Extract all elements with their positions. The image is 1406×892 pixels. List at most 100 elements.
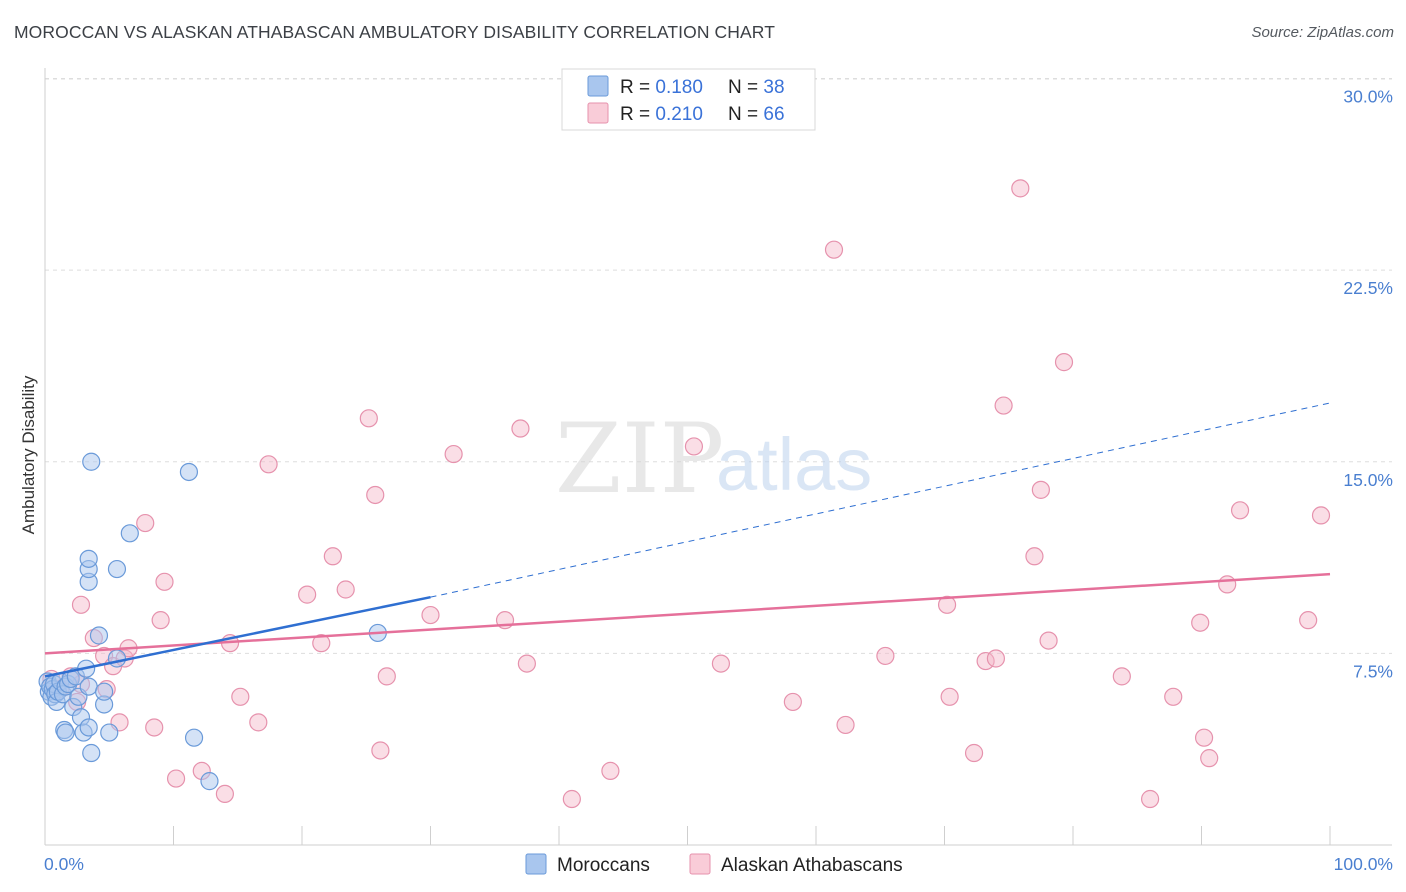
alaskan-point-30 (377, 667, 396, 686)
alaskan-point-21 (249, 713, 268, 732)
trend-lines (44, 402, 1331, 678)
legend-n-label-1: N = (728, 77, 763, 98)
moroccan-point-32 (100, 723, 119, 742)
alaskan-point-51 (1031, 480, 1050, 499)
alaskan-point-58 (1194, 728, 1214, 747)
moroccan-point-24 (79, 549, 98, 568)
alaskan-point-35 (517, 654, 536, 673)
alaskan-point-16 (166, 769, 186, 788)
alaskan-point-47 (986, 649, 1006, 668)
moroccan-point-37 (184, 728, 204, 747)
bottom-legend-alaskan: Alaskan Athabascans (721, 855, 903, 876)
x-axis-ticks (44, 826, 1331, 845)
alaskan-point-22 (259, 455, 278, 474)
moroccan-trend-line (44, 595, 431, 678)
moroccan-point-34 (107, 559, 127, 579)
y-tick-label-3: 30.0% (1343, 87, 1393, 107)
moroccan-point-31 (95, 682, 114, 701)
legend-n-value-2: 66 (763, 104, 784, 125)
alaskan-point-50 (1025, 547, 1044, 566)
alaskan-trend-line (44, 572, 1331, 655)
legend-swatch-moroccans (587, 75, 609, 97)
alaskan-point-36 (562, 789, 581, 809)
alaskan-point-28 (366, 485, 385, 505)
moroccan-point-21 (82, 452, 101, 471)
moroccan-point-35 (120, 524, 139, 543)
alaskan-point-32 (444, 444, 463, 464)
alaskan-point-34 (511, 419, 530, 438)
watermark: ZIP atlas (555, 403, 872, 515)
legend-r-label-2: R = (620, 104, 655, 125)
alaskan-point-23 (298, 585, 317, 604)
bottom-legend-moroccans: Moroccans (557, 855, 650, 876)
alaskan-point-4 (71, 595, 91, 614)
gridlines (45, 78, 1392, 654)
alaskan-point-25 (323, 547, 342, 566)
alaskan-point-55 (1140, 789, 1160, 809)
x-tick-label-min: 0.0% (44, 854, 84, 874)
alaskan-point-24 (312, 634, 331, 653)
legend-r-value-2: 0.210 (655, 104, 703, 125)
alaskan-point-39 (783, 692, 802, 712)
alaskan-point-52 (1039, 631, 1058, 650)
alaskan-point-13 (145, 718, 164, 737)
alaskan-point-62 (1299, 611, 1318, 630)
moroccan-point-28 (82, 743, 101, 763)
alaskan-point-41 (836, 715, 855, 735)
alaskan-point-40 (824, 240, 844, 259)
alaskan-point-56 (1164, 687, 1183, 706)
moroccan-point-30 (89, 626, 109, 645)
alaskan-point-49 (1011, 179, 1030, 198)
alaskan-point-12 (136, 513, 155, 533)
alaskan-point-63 (1311, 506, 1331, 525)
legend-r-label-1: R = (620, 77, 655, 98)
y-tick-label-2: 22.5% (1343, 278, 1393, 298)
source-credit: Source: ZipAtlas.com (1251, 24, 1394, 41)
alaskan-point-57 (1191, 613, 1210, 632)
y-axis-label: Ambulatory Disability (19, 375, 38, 534)
alaskan-point-48 (994, 396, 1013, 415)
y-tick-labels: 7.5% 15.0% 22.5% 30.0% (1343, 87, 1393, 682)
bottom-legend-swatch-moroccans (525, 853, 547, 875)
moroccan-point-25 (79, 677, 98, 696)
legend-r-value-1: 0.180 (655, 77, 703, 98)
alaskan-point-31 (421, 605, 440, 625)
legend-n-label-2: N = (728, 104, 763, 125)
watermark-atlas: atlas (716, 423, 872, 506)
correlation-legend: R = 0.180 N = 38 R = 0.210 N = 66 (561, 68, 816, 131)
y-tick-label-1: 15.0% (1343, 470, 1393, 490)
bottom-legend-swatch-alaskan (689, 853, 711, 875)
alaskan-point-59 (1200, 749, 1219, 768)
legend-n-value-1: 38 (763, 77, 784, 98)
alaskan-point-37 (684, 437, 704, 456)
alaskan-point-27 (359, 409, 378, 428)
legend-row-2: R = 0.210 (620, 104, 703, 125)
alaskan-point-29 (371, 741, 390, 760)
moroccan-point-38 (200, 772, 219, 791)
moroccan-point-33 (107, 649, 127, 668)
alaskan-point-20 (231, 687, 250, 706)
alaskan-point-65 (601, 761, 620, 781)
moroccan-point-36 (179, 462, 199, 482)
alaskan-point-15 (155, 572, 174, 591)
alaskan-point-18 (215, 784, 234, 804)
x-tick-label-max: 100.0% (1334, 854, 1393, 874)
alaskan-point-43 (937, 595, 957, 614)
alaskan-point-14 (151, 611, 170, 630)
alaskan-point-53 (1054, 353, 1074, 372)
alaskan-point-26 (336, 580, 355, 599)
moroccan-point-27 (56, 723, 75, 742)
alaskan-point-42 (876, 646, 895, 666)
series-legend: Moroccans Alaskan Athabascans (525, 853, 903, 876)
moroccan-points (38, 452, 387, 791)
legend-row-1: R = 0.180 (620, 77, 703, 98)
legend-swatch-alaskan (587, 102, 609, 124)
legend-row-1-n: N = 38 (728, 77, 785, 98)
alaskan-point-54 (1112, 667, 1131, 686)
alaskan-point-38 (711, 654, 731, 673)
alaskan-point-61 (1230, 501, 1250, 520)
alaskan-point-45 (964, 743, 984, 763)
legend-row-2-n: N = 66 (728, 104, 785, 125)
moroccan-point-20 (79, 718, 98, 737)
